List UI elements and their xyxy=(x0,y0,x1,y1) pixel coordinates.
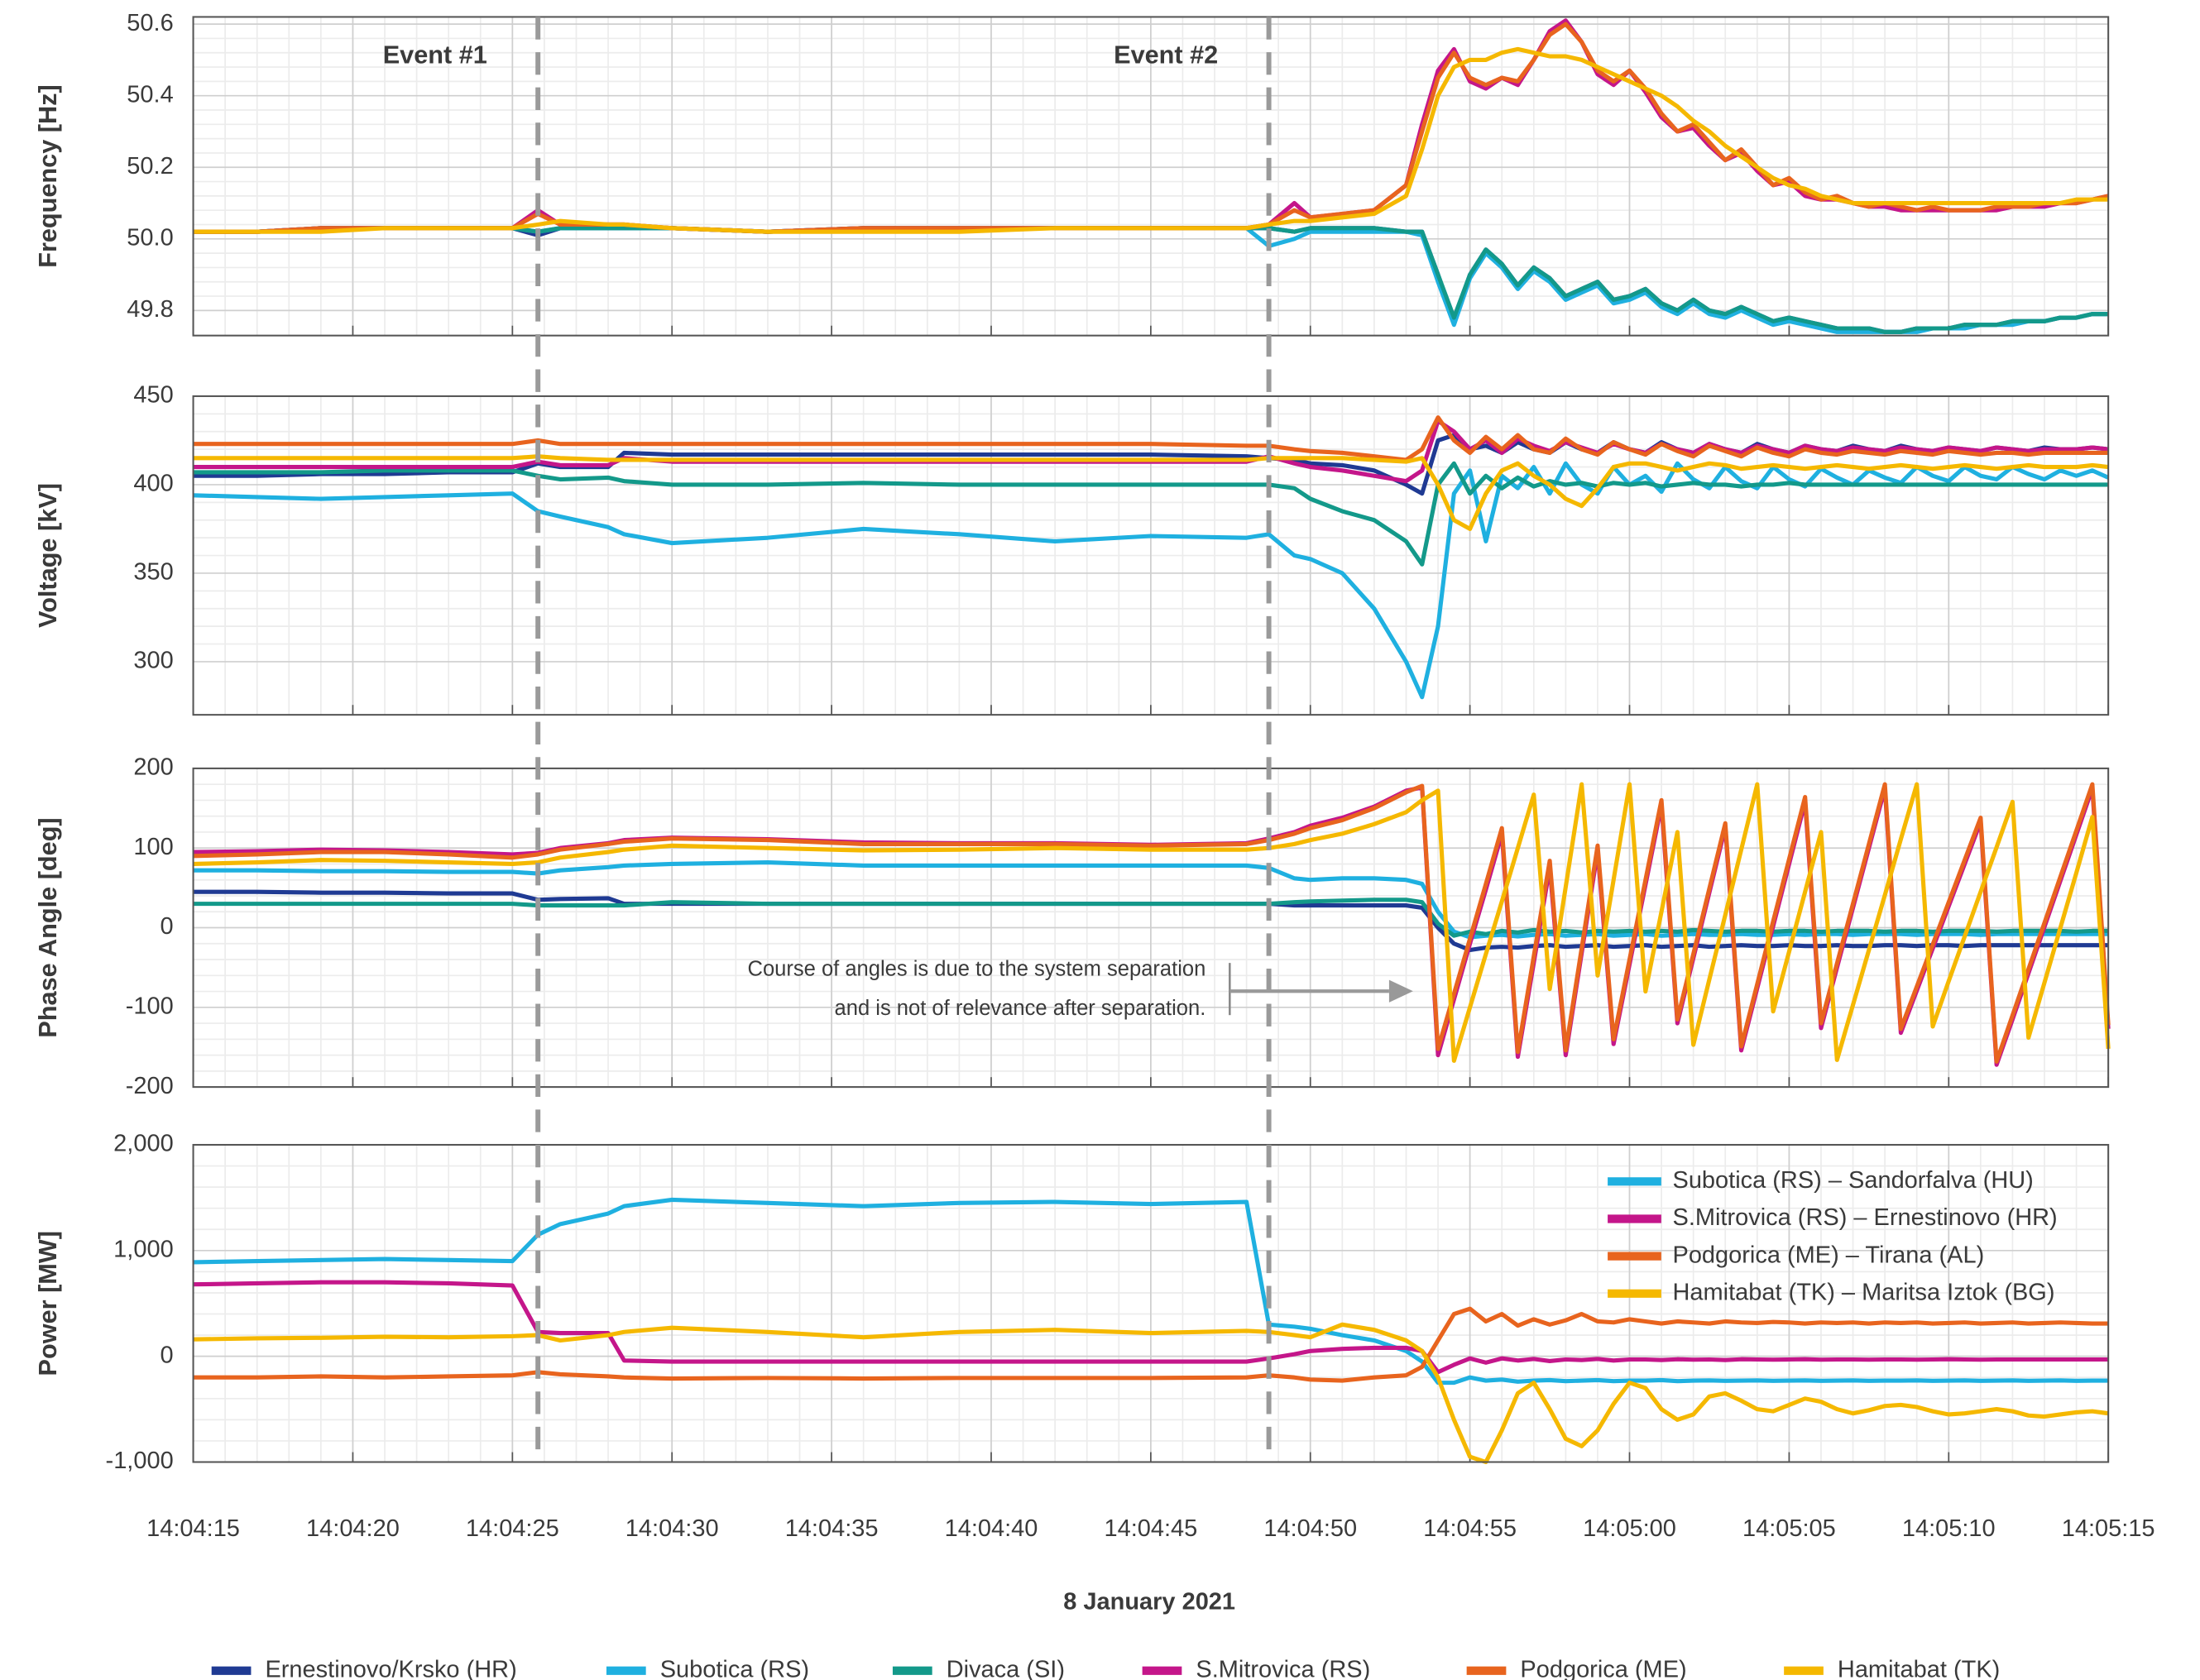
series-line xyxy=(193,1280,2109,1375)
y-tick-label: 0 xyxy=(161,913,174,940)
y-tick-label: 450 xyxy=(133,382,173,409)
y-tick-label: 300 xyxy=(133,648,173,674)
x-tick-label: 14:04:35 xyxy=(785,1515,879,1542)
annotation: and is not of relevance after separation… xyxy=(835,997,1206,1020)
y-axis-label: Phase Angle [deg] xyxy=(34,817,62,1037)
x-tick-label: 14:04:20 xyxy=(306,1515,400,1542)
legend-label: S.Mitrovica (RS) – Ernestinovo (HR) xyxy=(1672,1204,2057,1231)
annotation: Course of angles is due to the system se… xyxy=(748,957,1206,980)
event-label: Event #2 xyxy=(1114,41,1218,69)
series-line xyxy=(193,1322,2109,1465)
y-tick-label: 50.2 xyxy=(127,153,173,179)
y-tick-label: 200 xyxy=(133,754,173,781)
legend-label: Hamitabat (TK) xyxy=(1838,1656,2000,1680)
series-line xyxy=(193,461,2109,567)
y-tick-label: 49.8 xyxy=(127,296,173,323)
series-line xyxy=(193,782,2111,1064)
x-tick-label: 14:05:10 xyxy=(1902,1515,1996,1542)
x-tick-label: 14:05:00 xyxy=(1583,1515,1676,1542)
legend-label: Subotica (RS) xyxy=(660,1656,809,1680)
plot-frame xyxy=(192,16,2110,337)
series-line xyxy=(193,454,2109,532)
y-tick-label: 400 xyxy=(133,471,173,497)
panel: -1,000 0 1,000 2,000 Power [MW] Subotica (RS)… xyxy=(34,1131,2110,1474)
x-tick-label: 14:04:50 xyxy=(1263,1515,1357,1542)
y-tick-label: 350 xyxy=(133,559,173,586)
y-tick-label: 100 xyxy=(133,834,173,860)
y-tick-label: 0 xyxy=(161,1342,174,1368)
series-line xyxy=(193,1306,2109,1383)
x-tick-label: 14:04:30 xyxy=(625,1515,719,1542)
y-axis-label: Voltage [kV] xyxy=(34,483,62,628)
y-tick-label: -100 xyxy=(126,993,174,1019)
annotation-arrowhead xyxy=(1388,979,1413,1003)
y-tick-label: 50.6 xyxy=(127,10,173,36)
legend-label: Podgorica (ME) – Tirana (AL) xyxy=(1672,1242,1984,1268)
y-tick-label: -1,000 xyxy=(106,1448,174,1474)
x-tick-label: 14:04:40 xyxy=(945,1515,1038,1542)
y-tick-label: 50.0 xyxy=(127,224,173,251)
x-tick-label: 14:05:15 xyxy=(2062,1515,2155,1542)
x-tick-label: 14:04:45 xyxy=(1104,1515,1197,1542)
x-axis-label: 8 January 2021 xyxy=(1063,1589,1235,1615)
legend-label: S.Mitrovica (RS) xyxy=(1196,1656,1370,1680)
x-tick-label: 14:04:55 xyxy=(1423,1515,1517,1542)
y-axis-label: Power [MW] xyxy=(34,1231,62,1376)
legend-label: Podgorica (ME) xyxy=(1520,1656,1686,1680)
series-line xyxy=(193,46,2109,234)
y-tick-label: 2,000 xyxy=(113,1131,174,1157)
plot-frame xyxy=(192,1143,2110,1463)
series-line xyxy=(193,1197,2109,1386)
y-tick-label: 50.4 xyxy=(127,81,173,108)
panel: 49.8 50.0 50.2 50.4 50.6 Frequency [Hz] xyxy=(34,10,2110,337)
legend-label: Hamitabat (TK) – Maritsa Iztok (BG) xyxy=(1672,1279,2054,1305)
series-line xyxy=(193,897,2109,938)
y-axis-label: Frequency [Hz] xyxy=(34,84,62,267)
y-tick-label: -200 xyxy=(126,1073,174,1099)
panel: 300 350 400 450 Voltage [kV] xyxy=(34,382,2110,716)
series-line xyxy=(193,782,2111,1063)
legend-label: Ernestinovo/Krsko (HR) xyxy=(265,1656,516,1680)
x-tick-label: 14:04:25 xyxy=(466,1515,559,1542)
plot-frame xyxy=(192,395,2110,716)
event-label: Event #1 xyxy=(383,41,487,69)
x-tick-label: 14:04:15 xyxy=(146,1515,240,1542)
series-line xyxy=(193,415,2109,462)
panel: -200 -100 0 100 200 Phase Angle [deg] Course o… xyxy=(34,754,2111,1099)
y-tick-label: 1,000 xyxy=(113,1236,174,1262)
plot-frame xyxy=(192,767,2110,1089)
legend-label: Divaca (SI) xyxy=(947,1656,1065,1680)
x-tick-label: 14:05:05 xyxy=(1742,1515,1836,1542)
legend-label: Subotica (RS) – Sandorfalva (HU) xyxy=(1672,1167,2033,1194)
